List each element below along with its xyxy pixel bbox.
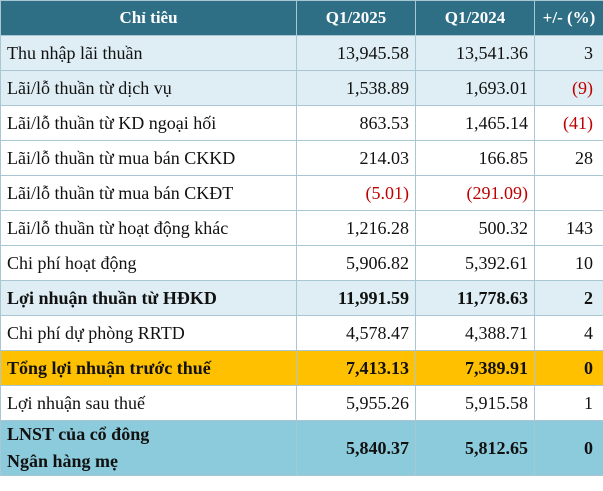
row-q1-2025: 5,906.82 [296, 245, 416, 281]
row-q1-2025: 1,538.89 [296, 70, 416, 106]
header-indicator: Chỉ tiêu [0, 0, 297, 36]
row-change: 4 [534, 315, 603, 351]
row-label: LNST của cổ đông Ngân hàng mẹ [0, 420, 297, 476]
row-q1-2025: 214.03 [296, 140, 416, 176]
table-row: Lợi nhuận sau thuế 5,955.26 5,915.58 1 [0, 385, 603, 421]
row-q1-2024: 11,778.63 [415, 280, 535, 316]
row-q1-2025: 13,945.58 [296, 35, 416, 71]
row-label: Thu nhập lãi thuần [0, 35, 297, 71]
row-change: (9) [534, 70, 603, 106]
header-q1-2024: Q1/2024 [415, 0, 535, 36]
table-row: Lãi/lỗ thuần từ KD ngoại hối 863.53 1,46… [0, 105, 603, 141]
row-change: 3 [534, 35, 603, 71]
header-q1-2025: Q1/2025 [296, 0, 416, 36]
row-q1-2024: (291.09) [415, 175, 535, 211]
financial-table: Chỉ tiêu Q1/2025 Q1/2024 +/- (%) Thu nhậ… [0, 0, 603, 476]
table-row: Lãi/lỗ thuần từ dịch vụ 1,538.89 1,693.0… [0, 70, 603, 106]
row-q1-2024: 166.85 [415, 140, 535, 176]
row-change: 2 [534, 280, 603, 316]
table-row: LNST của cổ đông Ngân hàng mẹ 5,840.37 5… [0, 420, 603, 476]
row-label: Lợi nhuận sau thuế [0, 385, 297, 421]
row-label: Tổng lợi nhuận trước thuế [0, 350, 297, 386]
row-q1-2024: 1,693.01 [415, 70, 535, 106]
table-row: Lãi/lỗ thuần từ mua bán CKĐT (5.01) (291… [0, 175, 603, 211]
row-change [534, 175, 603, 211]
header-row: Chỉ tiêu Q1/2025 Q1/2024 +/- (%) [0, 0, 603, 36]
row-label: Lãi/lỗ thuần từ KD ngoại hối [0, 105, 297, 141]
row-q1-2024: 1,465.14 [415, 105, 535, 141]
row-change: 1 [534, 385, 603, 421]
row-q1-2025: 4,578.47 [296, 315, 416, 351]
row-label: Chi phí dự phòng RRTD [0, 315, 297, 351]
row-q1-2024: 13,541.36 [415, 35, 535, 71]
row-q1-2025: 1,216.28 [296, 210, 416, 246]
table-row: Lãi/lỗ thuần từ mua bán CKKD 214.03 166.… [0, 140, 603, 176]
row-q1-2025: 5,840.37 [296, 420, 416, 476]
row-label: Lợi nhuận thuần từ HĐKD [0, 280, 297, 316]
row-label: Lãi/lỗ thuần từ hoạt động khác [0, 210, 297, 246]
row-q1-2024: 5,812.65 [415, 420, 535, 476]
row-change: 28 [534, 140, 603, 176]
row-q1-2024: 5,392.61 [415, 245, 535, 281]
row-q1-2025: 7,413.13 [296, 350, 416, 386]
header-change: +/- (%) [534, 0, 603, 36]
row-change: 0 [534, 420, 603, 476]
table-row: Lãi/lỗ thuần từ hoạt động khác 1,216.28 … [0, 210, 603, 246]
table-row: Chi phí hoạt động 5,906.82 5,392.61 10 [0, 245, 603, 281]
row-change: 10 [534, 245, 603, 281]
row-label: Lãi/lỗ thuần từ mua bán CKKD [0, 140, 297, 176]
row-label: Lãi/lỗ thuần từ dịch vụ [0, 70, 297, 106]
row-q1-2025: 5,955.26 [296, 385, 416, 421]
table-row: Thu nhập lãi thuần 13,945.58 13,541.36 3 [0, 35, 603, 71]
row-q1-2025: 863.53 [296, 105, 416, 141]
row-q1-2024: 5,915.58 [415, 385, 535, 421]
row-label-line1: LNST của cổ đông [7, 424, 150, 444]
table-row: Lợi nhuận thuần từ HĐKD 11,991.59 11,778… [0, 280, 603, 316]
row-label: Lãi/lỗ thuần từ mua bán CKĐT [0, 175, 297, 211]
row-q1-2024: 500.32 [415, 210, 535, 246]
row-change: (41) [534, 105, 603, 141]
row-label-line2: Ngân hàng mẹ [7, 451, 119, 471]
row-change: 0 [534, 350, 603, 386]
row-q1-2025: 11,991.59 [296, 280, 416, 316]
row-q1-2025: (5.01) [296, 175, 416, 211]
row-change: 143 [534, 210, 603, 246]
table-row: Tổng lợi nhuận trước thuế 7,413.13 7,389… [0, 350, 603, 386]
row-q1-2024: 7,389.91 [415, 350, 535, 386]
row-label: Chi phí hoạt động [0, 245, 297, 281]
row-q1-2024: 4,388.71 [415, 315, 535, 351]
table-row: Chi phí dự phòng RRTD 4,578.47 4,388.71 … [0, 315, 603, 351]
